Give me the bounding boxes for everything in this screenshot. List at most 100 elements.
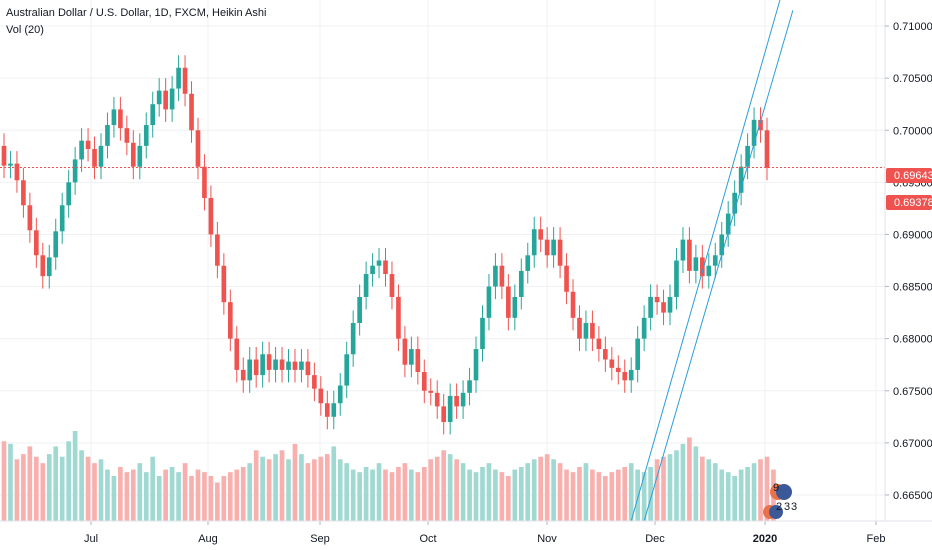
volume-bar <box>221 476 227 521</box>
candle-body <box>344 354 350 386</box>
volume-bar <box>434 456 440 521</box>
candle-body <box>641 317 647 339</box>
last-price-badge: 0.69378 <box>886 195 932 210</box>
candle-body <box>648 296 653 318</box>
candle-body <box>758 119 763 131</box>
candle-body <box>700 257 705 277</box>
x-tick-label: Aug <box>198 533 218 545</box>
volume-title: Vol (20) <box>6 24 44 36</box>
volume-bar <box>628 463 634 521</box>
candle-body <box>421 371 427 391</box>
candle-body <box>8 163 13 166</box>
volume-bar <box>396 467 401 521</box>
volume-bar <box>240 467 246 521</box>
volume-bar <box>383 469 388 521</box>
candle-body <box>674 260 679 297</box>
volume-bar <box>518 467 524 521</box>
candle-body <box>105 125 110 146</box>
volume-bar <box>473 472 479 521</box>
candle-body <box>512 296 518 318</box>
volume-bar <box>53 446 59 521</box>
volume-bar <box>525 463 531 521</box>
x-tick-label: Sep <box>310 533 330 545</box>
volume-bar <box>292 443 298 521</box>
volume-bar <box>344 463 350 521</box>
candle-body <box>169 88 175 110</box>
y-tick-label: 0.66500 <box>893 490 932 502</box>
candle-body <box>376 260 382 266</box>
volume-bar <box>751 463 757 521</box>
volume-bar <box>603 476 608 521</box>
volume-bar <box>202 472 207 521</box>
candle-body <box>564 265 569 292</box>
volume-bar <box>538 456 544 521</box>
volume-bar <box>622 467 628 521</box>
candle-body <box>176 67 181 89</box>
volume-bar <box>143 472 149 521</box>
candle-body <box>27 205 33 231</box>
flag-icon-d <box>769 505 783 519</box>
candle-body <box>253 359 259 376</box>
trend-channel[interactable] <box>630 0 794 522</box>
candle-body <box>299 361 304 370</box>
candle-body <box>396 296 401 339</box>
candle-body <box>467 380 472 393</box>
candle-body <box>603 349 608 360</box>
volume-bar <box>590 469 595 521</box>
volume-bar <box>615 469 621 521</box>
candle-body <box>525 255 531 271</box>
price-axis[interactable]: 0.710000.705000.700000.695000.690000.685… <box>885 21 932 502</box>
candle-body <box>227 302 233 339</box>
volume-bar <box>227 472 233 521</box>
trendline-upper <box>630 0 781 522</box>
volume-bar <box>253 450 259 521</box>
candle-body <box>215 234 220 266</box>
candle-body <box>286 361 291 370</box>
volume-bar <box>124 472 130 521</box>
volume-bar <box>544 454 550 521</box>
x-tick-label: 2020 <box>753 533 777 545</box>
volume-bar <box>583 463 589 521</box>
candle-body <box>712 255 718 266</box>
volume-bar <box>331 446 337 521</box>
candle-body <box>370 265 375 275</box>
candle-body <box>680 239 686 261</box>
volume-bar <box>577 467 582 521</box>
volume-bar <box>454 459 459 521</box>
candle-body <box>92 149 97 167</box>
volume-bar <box>441 450 447 521</box>
volume-bar <box>182 463 188 521</box>
volume-bar <box>712 463 718 521</box>
time-axis[interactable]: Jul Aug Sep Oct Nov Dec 2020 Feb <box>84 521 886 545</box>
volume-bar <box>551 459 556 521</box>
candle-body <box>751 119 757 146</box>
candle-body <box>499 265 505 287</box>
candle-body <box>460 392 466 407</box>
candle-body <box>383 260 388 275</box>
candle-body <box>195 130 201 167</box>
events-icon-group[interactable]: 9 2 3 3 <box>763 482 797 519</box>
x-tick-label: Feb <box>867 533 886 545</box>
volume-bar <box>674 450 679 521</box>
candle-body <box>635 338 641 370</box>
volume-bar <box>758 459 763 521</box>
candle-body <box>331 403 337 417</box>
candle-body <box>234 338 240 370</box>
candle-body <box>14 163 20 181</box>
volume-bar <box>286 459 291 521</box>
candle-body <box>46 257 52 277</box>
volume-bar <box>719 469 725 521</box>
trendline-lower <box>643 10 794 522</box>
volume-bar <box>493 469 498 521</box>
volume-bar <box>641 472 647 521</box>
candle-body <box>247 359 253 381</box>
volume-bar <box>72 431 78 521</box>
dashed-price-badge: 0.69643 <box>886 168 932 183</box>
events-counter-b: 2 <box>776 501 782 513</box>
candle-body <box>292 361 298 370</box>
candle-body <box>59 205 65 232</box>
volume-bar <box>21 454 26 521</box>
volume-bar <box>357 472 362 521</box>
candle-body <box>628 369 634 381</box>
